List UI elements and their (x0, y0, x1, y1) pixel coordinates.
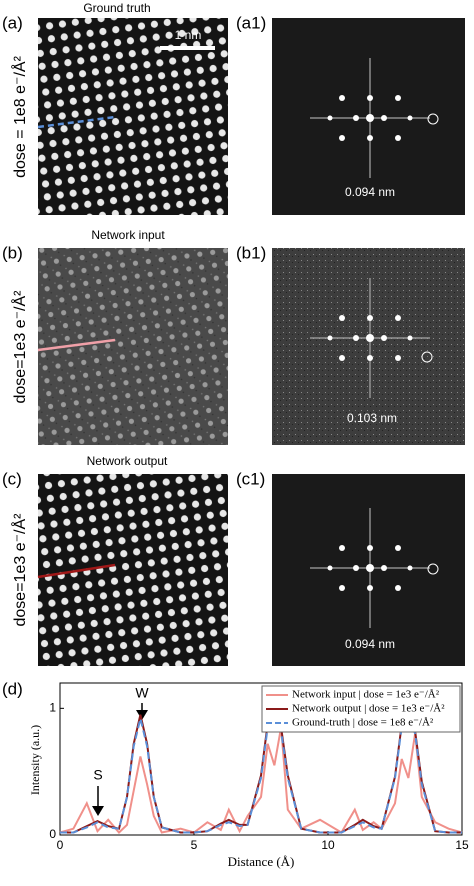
dose-label: dose = 1e8 e⁻/Å² (10, 55, 29, 178)
panel-title: Network output (87, 454, 168, 468)
fft-marker (427, 113, 439, 125)
y-axis-label: Intensity (a.u.) (28, 725, 42, 795)
fft-note: 0.094 nm (345, 637, 395, 651)
legend-label: Network input | dose = 1e3 e⁻/Å² (292, 689, 440, 701)
annotation-arrowhead (136, 710, 148, 720)
annotation: W (135, 685, 149, 701)
panel-label: (d) (2, 679, 23, 698)
image-panel (38, 18, 228, 215)
panel-label: (a) (2, 13, 23, 32)
profile-line (37, 563, 116, 579)
panel-label: (b1) (236, 243, 266, 262)
annotation-arrowhead (92, 806, 104, 816)
panel-label: (c1) (236, 469, 265, 488)
annotation: S (93, 767, 102, 783)
x-tick-label: 15 (455, 838, 469, 852)
profile-line (37, 115, 116, 129)
legend-box (261, 685, 461, 733)
y-tick-label: 1 (49, 701, 56, 715)
panel-label: (a1) (236, 13, 266, 32)
dose-label: dose=1e3 e⁻/Å² (10, 290, 29, 404)
series-line (60, 709, 462, 834)
scale-label: 1 nm (175, 28, 202, 42)
plot-frame (59, 682, 463, 836)
series-line (59, 727, 463, 834)
x-tick-label: 5 (191, 838, 198, 852)
fft-marker (427, 563, 439, 575)
panel-title: Network input (91, 228, 165, 242)
fft-note: 0.094 nm (345, 185, 395, 199)
x-axis-label: Distance (Å) (228, 854, 295, 869)
legend-label: Ground-truth | dose = 1e8 e⁻/Å² (292, 717, 434, 729)
panel-label: (b) (2, 243, 23, 262)
scale-bar (160, 46, 215, 50)
legend-label: Network output | dose = 1e3 e⁻/Å² (292, 703, 445, 715)
image-panel (38, 474, 228, 666)
dose-label: dose=1e3 e⁻/Å² (10, 513, 29, 627)
panel-label: (c) (2, 469, 22, 488)
x-tick-label: 10 (321, 838, 335, 852)
fft-panel (272, 248, 465, 445)
fft-marker (421, 351, 433, 363)
y-tick-label: 0 (49, 827, 56, 841)
fft-note: 0.103 nm (347, 411, 397, 425)
x-tick-label: 0 (57, 838, 64, 852)
profile-line (37, 338, 116, 352)
panel-title: Ground truth (83, 1, 150, 15)
